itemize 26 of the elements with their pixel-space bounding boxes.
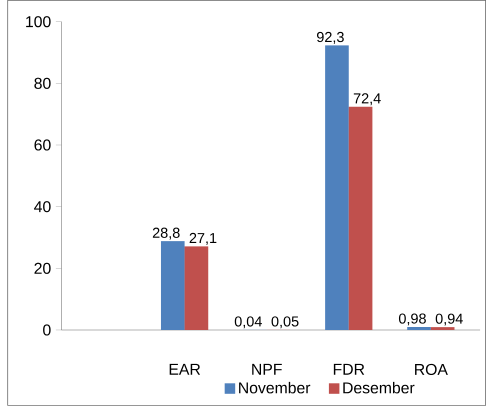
bar	[325, 46, 349, 330]
data-label: 72,4	[354, 93, 381, 106]
y-tick-label: 40	[34, 201, 51, 212]
x-tick-label: NPF	[252, 364, 282, 375]
y-tick-label: 20	[34, 262, 51, 274]
data-label: 92,3	[317, 32, 344, 44]
bar	[160, 241, 185, 330]
x-tick-label: EAR	[170, 364, 200, 375]
data-label: 0,05	[272, 316, 299, 328]
bar	[184, 246, 208, 330]
data-label: 0,98	[398, 314, 426, 326]
data-label: 27,1	[190, 233, 216, 245]
y-tick-label: 0	[43, 324, 51, 336]
bar	[348, 106, 372, 330]
x-tick-label: FDR	[334, 364, 364, 375]
x-tick-label: ROA	[415, 364, 448, 376]
data-label: 0,94	[436, 314, 463, 326]
bar	[407, 327, 431, 330]
y-tick-label: 60	[34, 140, 51, 151]
data-label: 0,04	[234, 316, 262, 328]
y-tick-label: 80	[34, 78, 51, 89]
legend-label: Desember	[343, 382, 414, 394]
legend-label: November	[239, 382, 310, 394]
y-tick-label: 100	[26, 16, 51, 28]
bar	[430, 327, 454, 330]
data-label: 28,8	[152, 228, 180, 240]
